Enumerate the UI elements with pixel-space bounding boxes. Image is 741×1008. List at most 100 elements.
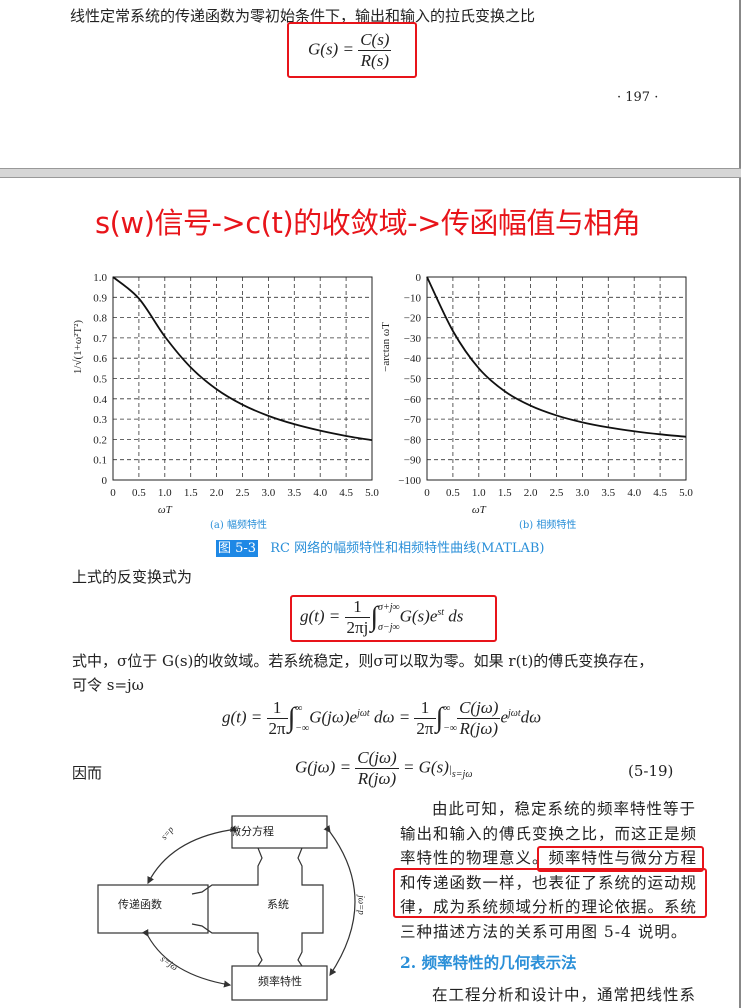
chart-amplitude: 0 0.5 1.0 1.5 2.0 2.5 3.0 3.5 4.0 4.5 5.0 0 0.1 0.2 0.… xyxy=(72,272,379,516)
eq-lhs: G(s) = xyxy=(308,39,354,59)
para-line: 率特性的物理意义。频率特性与微分方程 xyxy=(400,849,698,867)
page-border xyxy=(739,0,741,170)
arrow-s-jw xyxy=(141,929,232,988)
last-line: 在工程分析和设计中，通常把线性系 xyxy=(432,986,697,1004)
series-line xyxy=(426,276,687,438)
figure-label: 图 5-3 xyxy=(216,540,259,557)
annotation-box-inverse xyxy=(290,595,497,642)
figure-caption-text: RC 网络的幅频特性和相频特性曲线(MATLAB) xyxy=(270,541,545,556)
right-paragraph: 由此可知，稳定系统的频率特性等于 输出和输入的傅氏变换之比，而这正是频 率特性的… xyxy=(400,797,697,944)
exponent: jωt xyxy=(357,707,370,719)
x-tick-label: 4.0 xyxy=(313,487,327,499)
x-tick-label: 3.0 xyxy=(262,487,276,499)
inverse-intro: 上式的反变换式为 xyxy=(72,568,193,586)
denominator: 2π xyxy=(268,719,286,738)
annotation-box-para-2 xyxy=(393,868,707,918)
x-tick-label: 0 xyxy=(424,487,430,499)
para-line: 输出和输入的傅氏变换之比，而这正是频 xyxy=(400,824,698,843)
fraction: 1 2π xyxy=(414,698,436,739)
integrand: G(jω)e xyxy=(309,707,358,727)
equation-5-19: G(jω) = C(jω) R(jω) = G(s)|s=jω xyxy=(295,748,473,789)
numerator: C(s) xyxy=(358,30,392,51)
x-tick-label: 2.0 xyxy=(524,487,538,499)
system-shape xyxy=(191,847,324,967)
equation-gs: G(s) = C(s) R(s) xyxy=(308,30,392,71)
para-line: 三种描述方法的关系可用图 5-4 说明。 xyxy=(400,922,688,941)
chart-a-title: (a) 幅频特性 xyxy=(210,520,267,531)
denominator: 2πj xyxy=(346,618,369,637)
para-line: 由此可知，稳定系统的频率特性等于 xyxy=(432,800,697,818)
y-tick-label: −90 xyxy=(404,455,422,467)
numerator: C(jω) xyxy=(457,698,501,719)
y-tick-label: 0.5 xyxy=(93,374,107,386)
differential: ds xyxy=(448,606,464,626)
x-tick-label: 3.5 xyxy=(601,487,615,499)
diagram-top-label: 微分方程 xyxy=(230,825,274,838)
y-axis-label: −arctan ωT xyxy=(380,322,392,372)
x-tick-label: 2.5 xyxy=(236,487,250,499)
evaluation-subscript: s=jω xyxy=(451,768,473,780)
x-tick-label: 3.5 xyxy=(287,487,301,499)
y-axis-label: 1/√(1+ω²T²) xyxy=(72,320,84,375)
eq-rhs: = G(s) xyxy=(402,757,449,777)
x-axis-label: ωT xyxy=(158,504,173,516)
differential: dω = xyxy=(373,707,411,727)
annotation-box-para-1 xyxy=(537,846,704,872)
diagram-left-label: 传递函数 xyxy=(118,898,162,911)
y-tick-label: 0.4 xyxy=(93,394,107,406)
annotation-box-gs xyxy=(287,22,417,78)
fraction: C(jω) R(jω) xyxy=(355,748,399,789)
y-tick-label: −70 xyxy=(404,414,422,426)
y-tick-label: 0.3 xyxy=(93,414,107,426)
denominator: R(s) xyxy=(360,51,389,70)
numerator: C(jω) xyxy=(355,748,399,769)
figure-5-4-diagram xyxy=(97,815,356,1001)
integral-sign: ∫ xyxy=(370,601,379,633)
para-line: 律，成为系统频域分析的理论依据。系统 xyxy=(400,898,698,916)
x-tick-label: 1.5 xyxy=(498,487,512,499)
page-border xyxy=(739,178,741,1008)
integral-sign: ∫ xyxy=(287,702,296,734)
x-tick-label: 1.5 xyxy=(184,487,198,499)
series-line xyxy=(112,276,373,442)
y-tick-label: 0 xyxy=(102,475,108,487)
y-tick-label: −50 xyxy=(404,374,422,386)
fraction: 1 2πj xyxy=(344,597,371,638)
y-tick-label: 0.2 xyxy=(93,434,107,446)
plot-frame xyxy=(426,276,687,481)
x-tick-label: 3.0 xyxy=(576,487,590,499)
box-frequency-response xyxy=(231,965,328,1001)
arrow-jw-p xyxy=(323,825,356,976)
numerator: 1 xyxy=(344,597,371,618)
integrand: G(s)e xyxy=(399,606,438,626)
let-line: 可令 s=jω xyxy=(72,676,144,694)
section-heading: 2. 频率特性的几何表示法 xyxy=(400,953,577,972)
fraction: 1 2π xyxy=(266,698,288,739)
x-tick-label: 2.0 xyxy=(210,487,224,499)
denominator: R(jω) xyxy=(357,769,397,788)
y-tick-label: −10 xyxy=(404,292,422,304)
differential: dω xyxy=(520,707,542,727)
annotation-title: s(w)信号->c(t)的收敛域->传函幅值与相角 xyxy=(95,206,641,240)
eq-lhs: G(jω) = xyxy=(295,757,352,777)
figure-caption: 图 5-3 RC 网络的幅频特性和相频特性曲线(MATLAB) xyxy=(216,537,545,557)
para-line: 和传递函数一样，也表征了系统的运动规 xyxy=(400,873,698,892)
integral-limits: ∞ −∞ xyxy=(443,699,457,739)
y-tick-label: −80 xyxy=(404,434,422,446)
y-tick-label: −30 xyxy=(404,333,422,345)
x-tick-label: 0.5 xyxy=(446,487,460,499)
x-tick-label: 4.0 xyxy=(627,487,641,499)
fraction: C(s) R(s) xyxy=(358,30,392,71)
x-axis-label: ωT xyxy=(472,504,487,516)
lower-limit: σ−j∞ xyxy=(378,621,400,633)
y-tick-label: 0.8 xyxy=(93,313,107,325)
y-tick-label: 0.7 xyxy=(93,333,107,345)
y-tick-label: 1.0 xyxy=(93,272,107,284)
y-tick-label: −40 xyxy=(404,353,422,365)
upper-limit: σ+j∞ xyxy=(378,601,400,613)
fraction: C(jω) R(jω) xyxy=(457,698,501,739)
plot-frame xyxy=(112,276,373,481)
y-tick-label: 0 xyxy=(416,272,422,284)
y-tick-label: 0.9 xyxy=(93,292,107,304)
y-tick-label: 0.1 xyxy=(93,455,107,467)
